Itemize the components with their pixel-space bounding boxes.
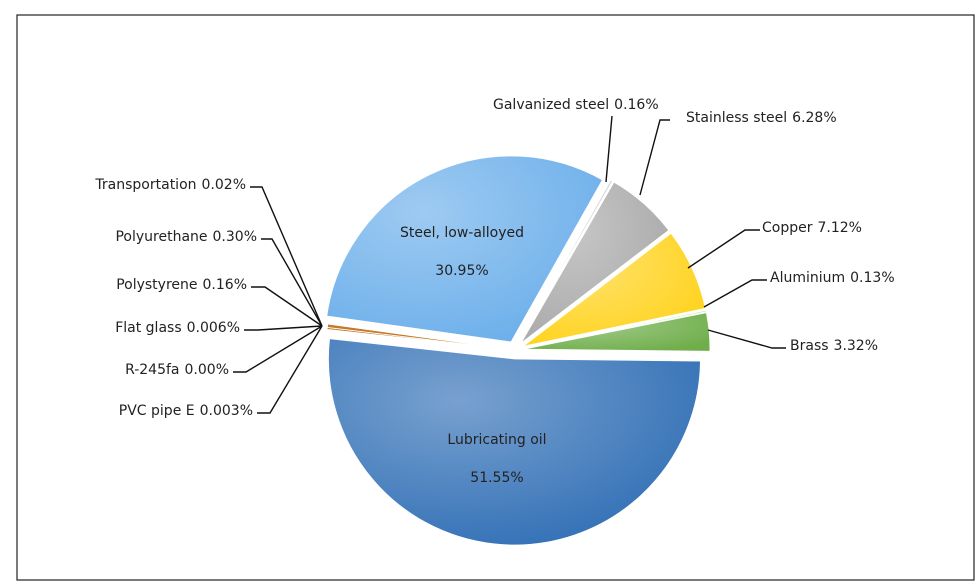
slice-name: Flat glass <box>115 320 181 336</box>
leader-line <box>605 115 613 183</box>
slice-shine <box>523 233 706 347</box>
slice-name: Galvanized steel <box>493 97 609 113</box>
slice-value: 0.30% <box>213 229 257 245</box>
slice-label: Stainless steel 6.28% <box>686 110 837 126</box>
slice-value: 7.12% <box>817 220 861 236</box>
slice-label: Brass 3.32% <box>790 338 878 354</box>
slice-value: 51.55% <box>470 470 523 486</box>
slice-label: Aluminium 0.13% <box>770 270 895 286</box>
slice-label: R-245fa 0.00% <box>125 362 229 378</box>
slice-value: 0.13% <box>850 270 894 286</box>
leader-line <box>250 186 323 327</box>
leader-line <box>251 286 323 327</box>
leader-line <box>261 238 323 327</box>
slice-name: Polyurethane <box>115 229 207 245</box>
pie-slice <box>519 179 613 343</box>
slice-name: Steel, low-alloyed <box>400 225 524 241</box>
slice-name: Lubricating oil <box>447 432 546 448</box>
leader-line <box>244 325 323 331</box>
slice-label: Polyurethane 0.30% <box>115 229 257 245</box>
slice-name: PVC pipe E <box>119 403 195 419</box>
slice-value: 0.02% <box>202 177 246 193</box>
slice-shine <box>326 155 603 342</box>
leader-line <box>257 325 323 414</box>
slice-value: 0.00% <box>185 362 229 378</box>
slice-shine <box>523 312 710 352</box>
pie-slice <box>523 309 707 349</box>
pie-slice <box>327 323 513 350</box>
slice-label: Polystyrene 0.16% <box>116 277 247 293</box>
slice-label: PVC pipe E 0.003% <box>119 403 253 419</box>
slice-value: 0.006% <box>187 320 240 336</box>
leader-line <box>687 229 760 269</box>
slice-label: Copper 7.12% <box>762 220 862 236</box>
slice-value: 0.16% <box>203 277 247 293</box>
slice-label: Transportation 0.02% <box>94 177 246 193</box>
leader-line <box>703 279 767 308</box>
leader-line <box>707 329 786 349</box>
slice-label: Flat glass 0.006% <box>115 320 240 336</box>
slice-shine <box>520 182 669 344</box>
slice-name: Brass <box>790 338 829 354</box>
slice-label: Galvanized steel 0.16% <box>493 97 659 113</box>
slice-value: 3.32% <box>834 338 878 354</box>
slice-name: Stainless steel <box>686 110 787 126</box>
slice-label: Lubricating oil 51.55% <box>447 432 546 486</box>
slice-value: 0.003% <box>200 403 253 419</box>
slice-name: Polystyrene <box>116 277 197 293</box>
slice-name: Transportation <box>94 177 196 193</box>
slice-name: Copper <box>762 220 813 236</box>
slice-shine <box>328 338 701 545</box>
slice-label: Steel, low-alloyed 30.95% <box>400 225 524 279</box>
slice-name: Aluminium <box>770 270 845 286</box>
slice-name: R-245fa <box>125 362 179 378</box>
slice-value: 0.16% <box>614 97 658 113</box>
leader-line <box>639 119 670 196</box>
slice-value: 30.95% <box>435 263 488 279</box>
slice-value: 6.28% <box>792 110 836 126</box>
leader-line <box>233 325 323 373</box>
